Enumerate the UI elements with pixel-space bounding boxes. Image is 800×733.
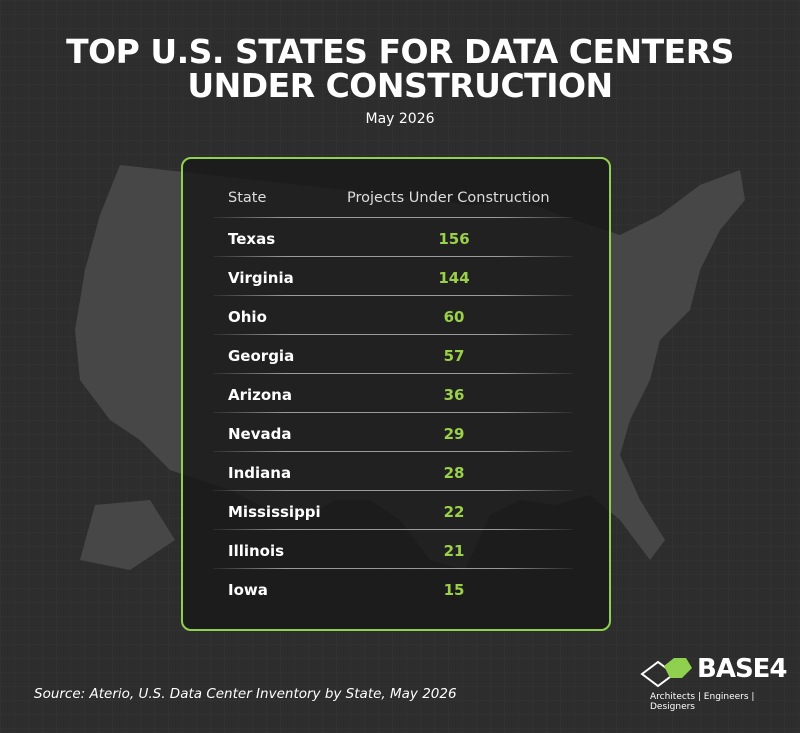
state-cell: Ohio [228,308,267,326]
count-cell: 36 [443,386,465,404]
title-line: TOP U.S. STATES FOR DATA CENTERS [66,32,734,71]
count-cell: 156 [438,230,470,248]
row-separator [213,256,573,257]
row-separator [213,412,573,413]
row-separator [213,373,573,374]
count-cell: 15 [443,581,465,599]
count-cell: 28 [443,464,465,482]
row-separator [213,451,573,452]
title-line: UNDER CONSTRUCTION [187,66,613,105]
count-cell: 60 [443,308,465,326]
row-separator [213,568,573,569]
column-header: State [228,190,267,206]
count-cell: 21 [443,542,465,560]
row-separator [213,490,573,491]
logo-name: BASE4 [697,654,788,684]
state-cell: Georgia [228,347,295,365]
state-cell: Texas [228,230,276,248]
state-cell: Mississippi [228,503,321,521]
state-cell: Indiana [228,464,292,482]
table: State Projects Under Construction Texas 1… [181,157,611,631]
column-header: Projects Under Construction [347,190,550,206]
state-cell: Virginia [228,269,294,287]
logo-tagline: Architects | Engineers | Designers [650,692,755,712]
subtitle: May 2026 [365,111,435,127]
row-separator [213,334,573,335]
state-cell: Iowa [228,581,268,599]
row-separator [213,217,573,218]
source: Source: Aterio, U.S. Data Center Invento… [34,686,457,702]
state-cell: Illinois [228,542,285,560]
count-cell: 29 [443,425,465,443]
row-separator [213,295,573,296]
state-cell: Nevada [228,425,292,443]
count-cell: 57 [443,347,465,365]
count-cell: 144 [438,269,470,287]
count-cell: 22 [443,503,465,521]
row-separator [213,529,573,530]
logo-mark [640,658,692,688]
state-cell: Arizona [228,386,292,404]
